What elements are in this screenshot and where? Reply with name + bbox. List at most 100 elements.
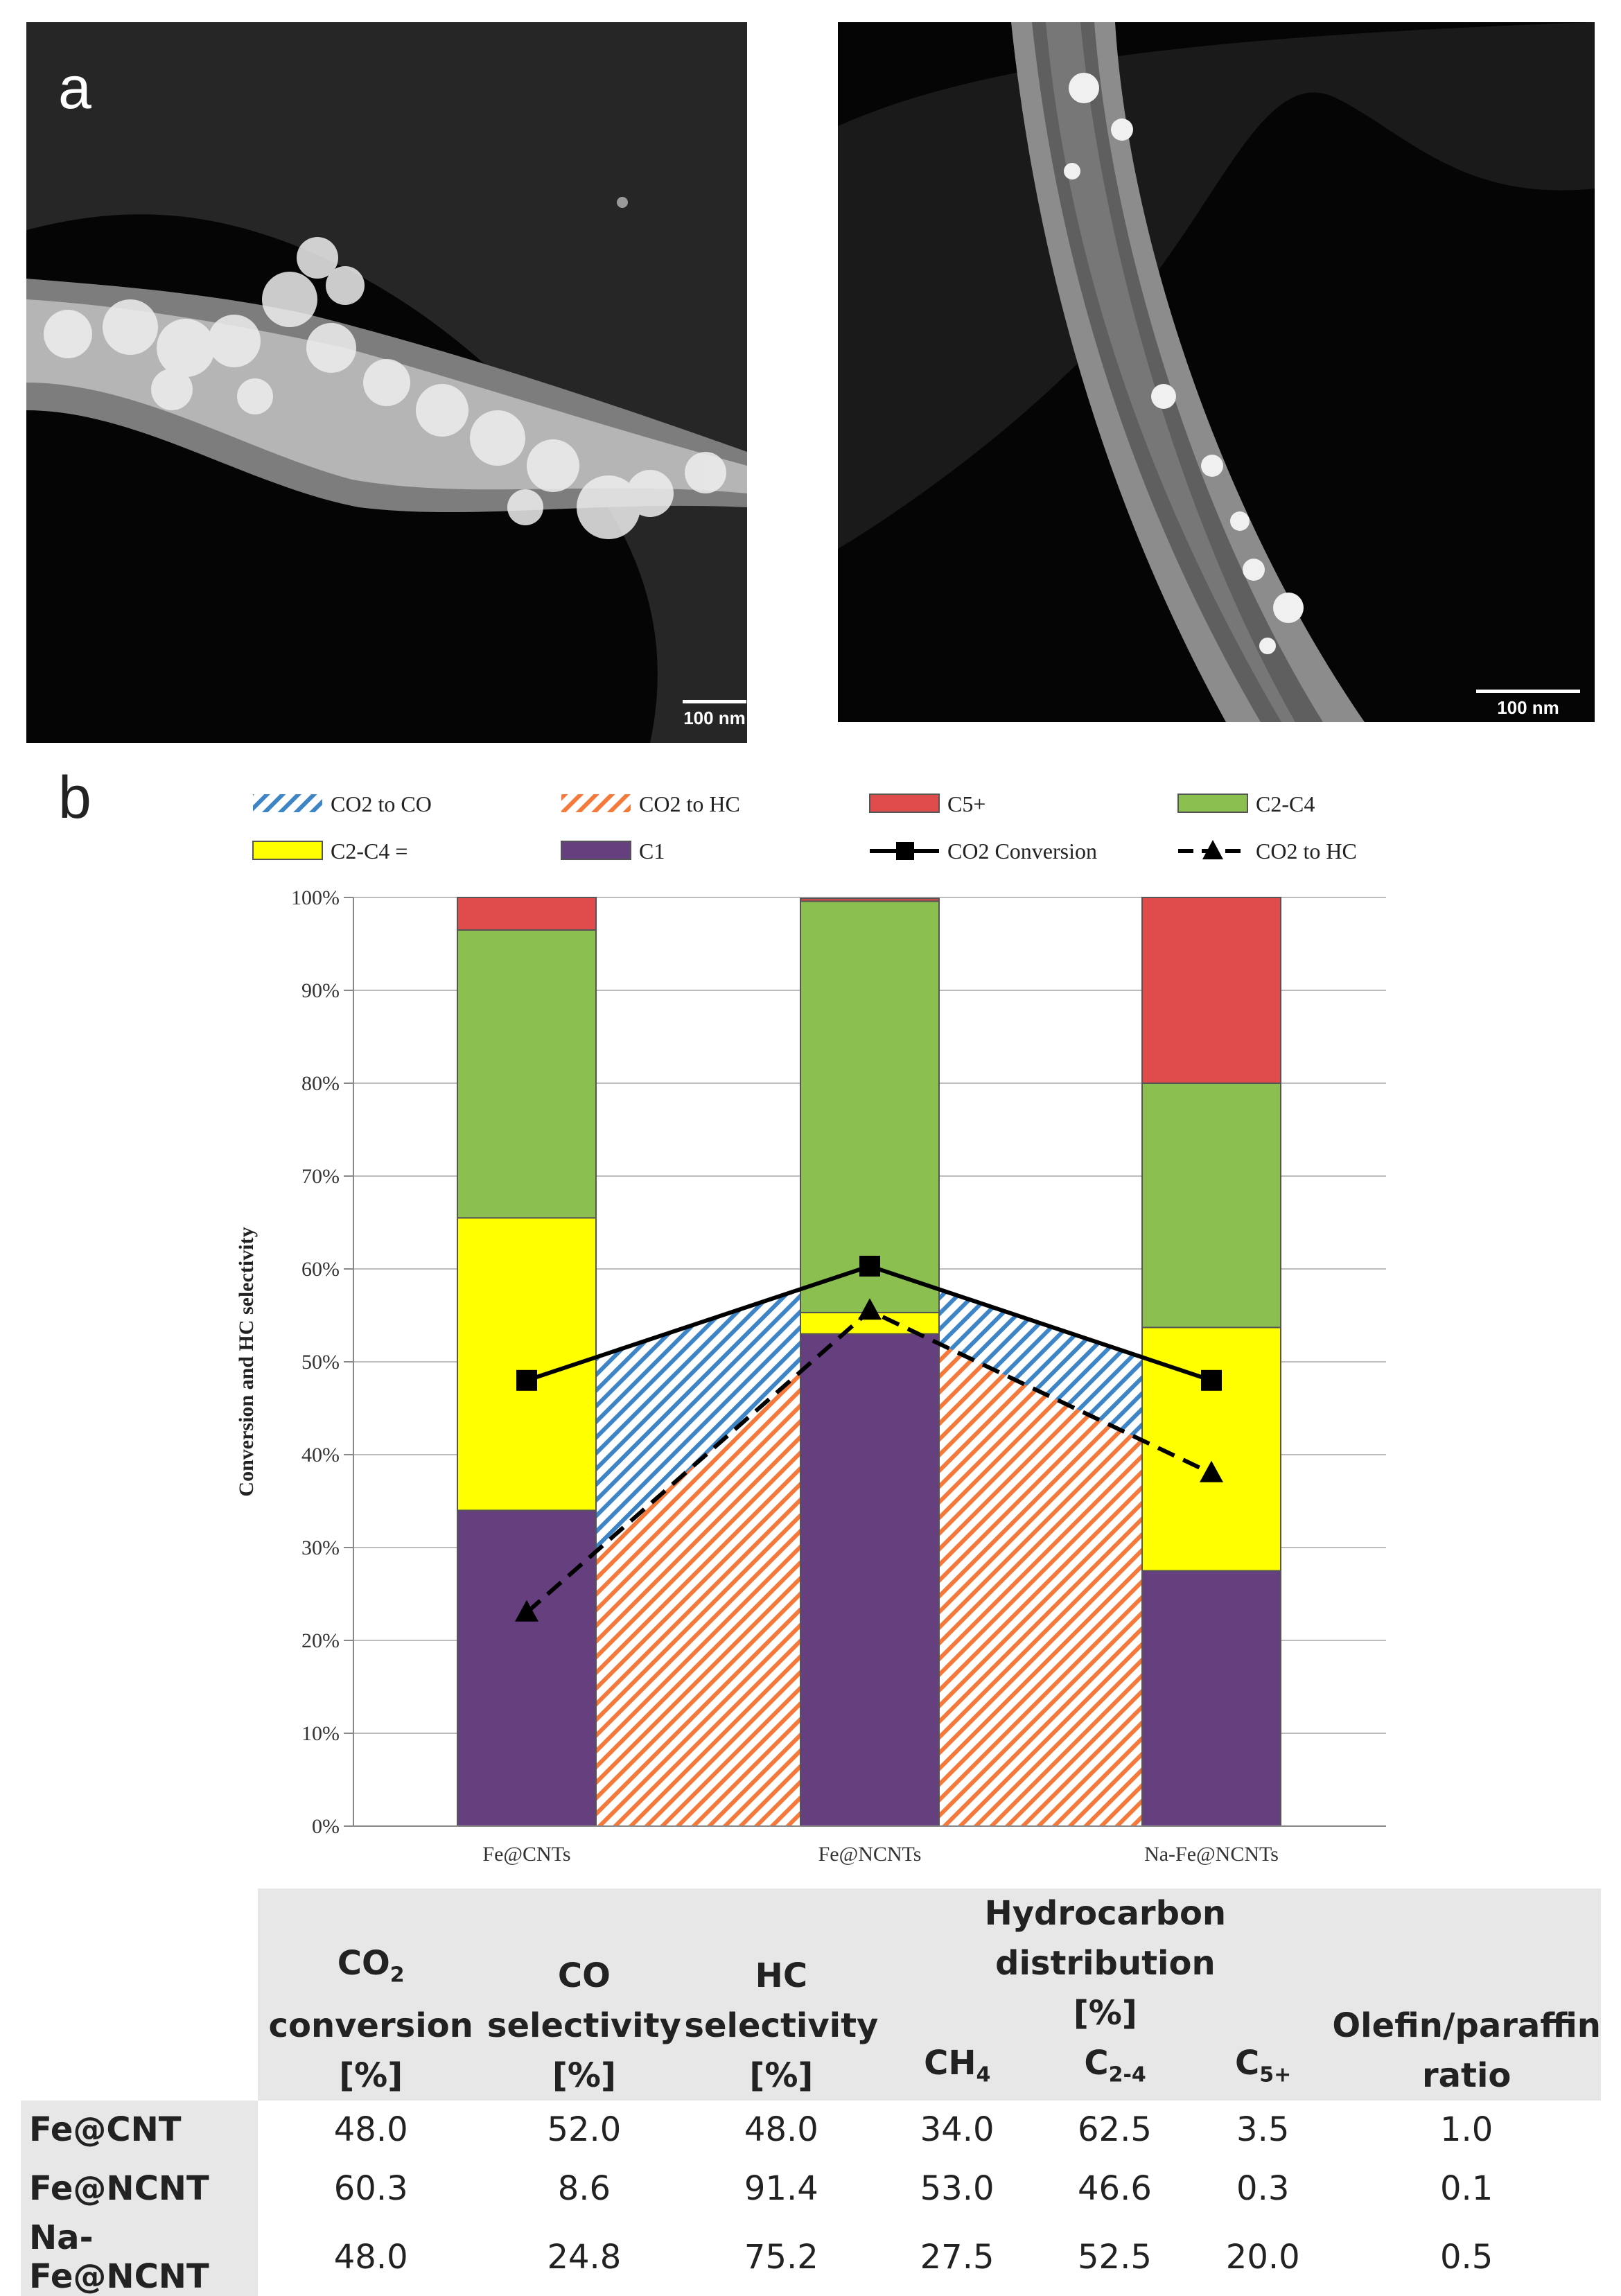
row-label: Fe@NCNT [21,2159,258,2218]
bar-na-fe-ncnts-c2-c4 [1141,1083,1281,1329]
legend-c1-label: C1 [639,839,665,864]
cell-c24: 46.6 [1077,2169,1152,2209]
chart-axes: 0% 10% 20% 30% 40% 50% 60% 70% 80% 90% 100% Convers… [235,886,1386,1866]
y-tick-label: 10% [301,1722,340,1745]
marker-co2-to-hc-na-fe-ncnts [1200,1460,1223,1482]
header-c5: C5+ [1235,2044,1292,2087]
cell-c24: 62.5 [1077,2110,1152,2150]
header-olefin-paraffin: Olefin/paraffin ratio [1332,1888,1601,2101]
marker-co2-conversion-na-fe-ncnts [1201,1369,1222,1391]
legend-co2-conversion-marker [896,842,914,860]
cell-hc: 91.4 [744,2169,818,2209]
results-table: CO2 conversion [%] CO selectivity [%] HC… [21,1888,1601,2296]
panel-label-b: b [58,764,91,831]
y-tick-label: 20% [301,1629,340,1652]
header-blank [21,1888,258,2101]
x-tick-label-na-fe-ncnts: Na-Fe@NCNTs [1144,1843,1279,1866]
cell-co: 24.8 [547,2237,622,2277]
cell-co: 8.6 [557,2169,611,2209]
bar-na-fe-ncnts-c5 [1141,897,1281,1084]
y-tick-label: 50% [301,1351,340,1374]
cell-co2: 48.0 [333,2237,408,2277]
scale-bar-right: 100 nm [1476,690,1580,719]
scale-bar-right-line [1476,690,1580,693]
row-label: Na-Fe@NCNT [21,2218,258,2296]
bar-fe-cnts-c1 [457,1509,597,1828]
cell-c5: 0.3 [1236,2169,1290,2209]
legend-co2-to-hc-label: CO2 to HC [639,791,740,816]
x-tick-label-fe-cnts: Fe@CNTs [482,1843,570,1866]
legend-c2-c4-swatch [252,841,323,860]
header-c24: C2-4 [1084,2044,1146,2087]
micrograph-left [26,22,747,743]
table-header-row: CO2 conversion [%] CO selectivity [%] HC… [21,1888,1601,2101]
legend-c2-c4-label: C2-C4 = [331,839,408,864]
legend-c5-swatch [869,794,940,813]
cell-hc: 75.2 [744,2237,818,2277]
scale-bar-left: 100 nm [683,700,746,729]
area-co2-to-hc [939,1343,1142,1826]
y-tick-label: 30% [301,1536,340,1559]
bar-fe-ncnts-c1 [800,1333,940,1827]
y-tick-label: 80% [301,1072,340,1095]
header-hydrocarbon-distribution: Hydrocarbon distribution [%] CH4 C2-4 C5… [878,1888,1333,2101]
chart-legend: CO2 to CO CO2 to HC C5+ C2-C4 C2-C4 = C1 CO2 C… [252,791,1357,864]
bar-fe-cnts-c2-c4 [457,929,597,1219]
cell-c24: 52.5 [1077,2237,1152,2277]
marker-co2-to-hc-fe-ncnts [858,1298,882,1320]
legend-c2-c4-swatch [1177,794,1248,813]
y-tick-label: 0% [312,1815,340,1838]
y-tick-label: 60% [301,1258,340,1281]
marker-co2-conversion-fe-ncnts [859,1255,880,1277]
legend-c2-c4-label: C2-C4 [1256,791,1315,816]
header-co2-conversion: CO2 conversion [%] [257,1888,484,2101]
micrograph-left-drawing [26,22,747,743]
chart-lines [515,1255,1223,1622]
legend-co2-to-co-swatch [253,794,322,812]
micrograph-right [838,22,1595,722]
cell-op: 1.0 [1439,2110,1493,2150]
bar-fe-cnts-c5 [457,897,597,931]
cell-ch4: 34.0 [920,2110,994,2150]
panel-label-a: a [58,55,91,121]
area-co2-to-hc [596,1372,800,1826]
table-row: Fe@NCNT 60.3 8.6 91.4 53.0 46.6 0.3 0.1 [21,2159,1601,2218]
cell-c5: 20.0 [1225,2237,1300,2277]
y-tick-label: 70% [301,1165,340,1188]
legend-c1-swatch [561,841,631,860]
header-ch4: CH4 [924,2044,991,2087]
legend-c5-label: C5+ [947,791,985,816]
scale-bar-left-label: 100 nm [683,708,746,728]
cell-ch4: 27.5 [920,2237,994,2277]
bar-fe-ncnts-c5 [800,897,940,902]
cell-hc: 48.0 [744,2110,818,2150]
header-hc-selectivity: HC selectivity [%] [684,1888,879,2101]
marker-co2-to-hc-fe-cnts [515,1600,538,1622]
marker-co2-conversion-fe-cnts [516,1369,537,1391]
cell-ch4: 53.0 [920,2169,994,2209]
legend-co2-to-co-label: CO2 to CO [331,791,432,816]
cell-op: 0.1 [1439,2169,1493,2209]
legend-co2-conversion-label: CO2 Conversion [947,839,1097,864]
table-row: Na-Fe@NCNT 48.0 24.8 75.2 27.5 52.5 20.0… [21,2218,1601,2296]
header-co-selectivity: CO selectivity [%] [484,1888,685,2101]
cell-co2: 48.0 [333,2110,408,2150]
y-tick-label: 90% [301,979,340,1002]
cell-co2: 60.3 [333,2169,408,2209]
y-axis-label: Conversion and HC selectivity [235,1227,258,1496]
area-co2-to-co [596,1289,800,1552]
cell-op: 0.5 [1439,2237,1493,2277]
legend-co2-to-hc-label: CO2 to HC [1256,839,1357,864]
chart-hatched-areas [596,1289,1142,1826]
micrograph-right-drawing [838,22,1595,722]
x-tick-label-fe-ncnts: Fe@NCNTs [818,1843,922,1866]
y-tick-label: 100% [291,886,340,909]
row-label: Fe@CNT [21,2100,258,2159]
stacked-bar-chart: CO2 to CO CO2 to HC C5+ C2-C4 C2-C4 = C1 CO2 C… [235,791,1386,1866]
cell-c5: 3.5 [1236,2110,1290,2150]
legend-co2-to-hc-swatch [561,794,631,812]
table-row: Fe@CNT 48.0 52.0 48.0 34.0 62.5 3.5 1.0 [21,2100,1601,2159]
legend-co2-to-hc-marker [1202,840,1223,859]
bar-na-fe-ncnts-c1 [1141,1570,1281,1827]
scale-bar-left-line [683,700,746,703]
